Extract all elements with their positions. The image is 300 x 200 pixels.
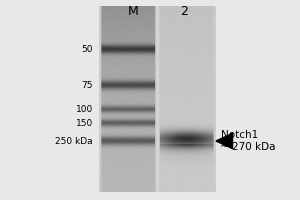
Text: Notch1: Notch1: [220, 130, 258, 140]
Text: 75: 75: [82, 81, 93, 90]
Text: M: M: [128, 5, 139, 18]
Polygon shape: [216, 133, 232, 149]
Text: 50: 50: [82, 45, 93, 53]
Text: ~ 270 kDa: ~ 270 kDa: [220, 142, 276, 152]
Text: 2: 2: [181, 5, 188, 18]
Text: 250 kDa: 250 kDa: [56, 136, 93, 146]
Text: 100: 100: [76, 104, 93, 114]
Text: 150: 150: [76, 118, 93, 128]
